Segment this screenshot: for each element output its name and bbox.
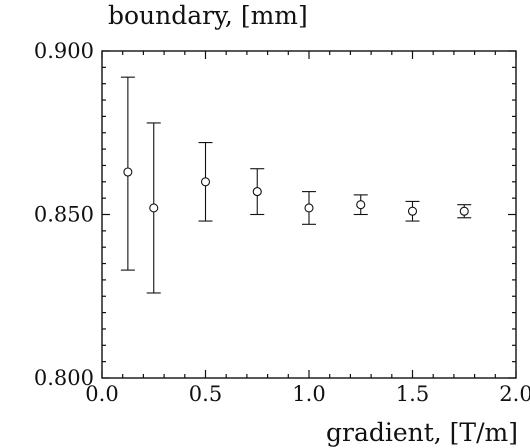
x-axis-title: gradient, [T/m] (326, 418, 518, 447)
data-point (123, 167, 133, 177)
data-point (407, 206, 418, 216)
data-point-group (198, 142, 213, 222)
data-point-group (250, 168, 265, 216)
x-tick-label: 0.5 (189, 382, 222, 406)
tick-labels: 0.800 0.850 0.900 0.0 0.5 1.0 1.5 2.0 (34, 39, 530, 406)
data-point-group (302, 191, 316, 225)
y-tick-label: 0.800 (34, 366, 94, 390)
x-tick-label: 0.0 (85, 382, 118, 406)
y-axis-title: boundary, [mm] (108, 1, 308, 30)
data-point (200, 177, 211, 187)
y-tick-label: 0.850 (34, 203, 94, 227)
data-point-group (146, 122, 161, 294)
data-point (356, 200, 366, 210)
data-point (149, 203, 159, 213)
data-point (459, 206, 469, 216)
data-point (252, 187, 262, 197)
x-tick-label: 1.5 (396, 382, 429, 406)
data-layer (120, 76, 472, 294)
data-point-group (353, 194, 368, 216)
x-tick-label: 1.0 (292, 382, 325, 406)
x-tick-label: 2.0 (499, 382, 530, 406)
plot-frame (101, 50, 517, 379)
data-point-group (405, 200, 420, 222)
data-point-group (457, 204, 472, 219)
data-point-group (120, 76, 135, 271)
data-point (304, 203, 314, 213)
y-tick-label: 0.900 (34, 39, 94, 63)
